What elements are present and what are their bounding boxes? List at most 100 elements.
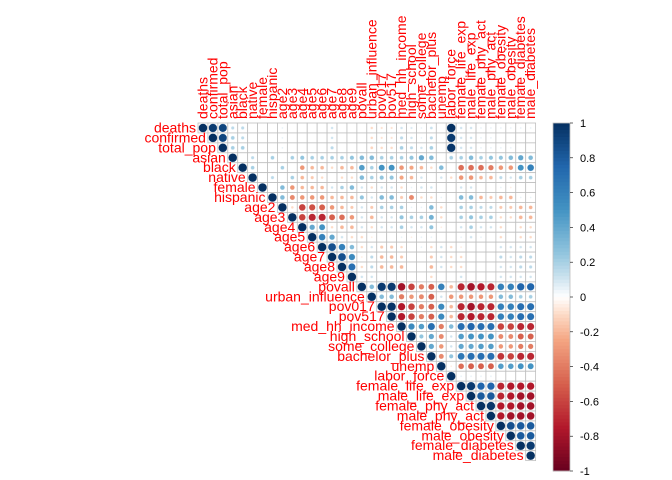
colorbar-swatch [553, 460, 570, 465]
row-label: age5 [274, 229, 305, 245]
colorbar-tick-label: -0.2 [580, 327, 599, 339]
correlation-circle [459, 265, 463, 269]
colorbar-swatch [553, 175, 570, 180]
column-label: hispanic [264, 68, 280, 119]
colorbar-swatch [553, 234, 570, 239]
correlation-circle [477, 343, 485, 350]
correlation-circle [330, 225, 334, 229]
row-label: age7 [294, 249, 325, 265]
correlation-circle [428, 224, 434, 230]
colorbar-swatch [553, 349, 570, 354]
colorbar-swatch [553, 300, 570, 305]
colorbar-swatch [553, 164, 570, 169]
correlation-circle [380, 136, 384, 140]
correlation-circle [281, 146, 284, 149]
correlation-circle [349, 225, 355, 230]
grid-cell [296, 122, 308, 134]
colorbar-swatch [553, 227, 570, 232]
correlation-circle [379, 205, 384, 210]
correlation-circle [488, 175, 494, 180]
grid-cell [286, 162, 298, 174]
correlation-circle [349, 214, 355, 220]
colorbar-swatch [553, 126, 570, 131]
colorbar-swatch [553, 331, 570, 336]
column-label: confirmed [204, 58, 220, 119]
correlation-circle [308, 204, 316, 211]
grid-cell [515, 142, 527, 154]
correlation-circle [307, 232, 317, 242]
correlation-circle [418, 323, 425, 330]
correlation-circle [370, 195, 374, 200]
grid-cell [525, 142, 537, 154]
correlation-circle [517, 164, 524, 171]
grid-cell [445, 211, 457, 223]
grid-cell [356, 142, 368, 154]
colorbar-swatch [553, 303, 570, 308]
correlation-circle [359, 155, 365, 161]
correlation-circle [300, 185, 305, 190]
colorbar-swatch [553, 283, 570, 287]
correlation-circle [489, 126, 493, 130]
correlation-circle [437, 313, 445, 321]
correlation-circle [458, 343, 465, 350]
correlation-circle [498, 195, 503, 200]
correlation-circle [459, 146, 463, 150]
correlation-circle [488, 215, 494, 220]
grid-cell [435, 122, 447, 134]
correlation-circle [267, 192, 278, 203]
column-label: age6 [314, 88, 330, 119]
variable-labels: deathsconfirmedtotal_popasianblacknative… [144, 15, 538, 463]
correlation-circle [419, 176, 423, 180]
column-label: unemp [433, 76, 449, 119]
column-label: some_college [413, 32, 429, 119]
correlation-circle [449, 344, 453, 348]
correlation-circle [330, 136, 334, 140]
grid-cell [515, 370, 527, 382]
correlation-circle [469, 375, 473, 378]
colorbar-swatch [553, 203, 570, 207]
heatmap-grid [197, 122, 537, 462]
grid-cell [346, 142, 358, 154]
correlation-circle [467, 352, 475, 361]
grid-cell [485, 241, 497, 253]
colorbar-swatch [553, 230, 570, 235]
correlation-circle [420, 126, 423, 130]
correlation-circle [240, 145, 245, 150]
correlation-circle [397, 302, 406, 311]
correlation-circle [519, 225, 523, 229]
correlation-circle [459, 255, 463, 259]
correlation-circle [459, 136, 463, 140]
correlation-circle [529, 225, 533, 229]
correlation-circle [409, 145, 414, 150]
correlation-circle [310, 165, 315, 170]
correlation-circle [348, 253, 356, 261]
grid-cell [267, 162, 278, 174]
correlation-circle [308, 213, 317, 222]
row-label: native [208, 169, 246, 185]
correlation-circle [526, 441, 536, 451]
row-label: med_hh_income [291, 318, 395, 334]
correlation-circle [438, 353, 445, 360]
grid-cell [495, 132, 507, 144]
grid-cell [505, 221, 517, 233]
correlation-circle [509, 255, 513, 259]
colorbar-swatch [553, 380, 570, 385]
correlation-circle [477, 164, 485, 171]
correlation-circle [416, 341, 426, 351]
correlation-circle [399, 155, 404, 160]
correlation-circle [310, 185, 315, 190]
correlation-circle [360, 215, 364, 219]
correlation-circle [400, 245, 404, 249]
correlation-circle [338, 243, 346, 251]
correlation-circle [428, 333, 435, 340]
correlation-circle [479, 205, 483, 210]
correlation-circle [487, 164, 494, 171]
grid-cell [525, 370, 537, 382]
correlation-circle [310, 155, 315, 160]
correlation-circle [507, 283, 515, 291]
correlation-circle [439, 245, 443, 249]
correlation-circle [448, 353, 454, 359]
grid-cell [376, 271, 388, 283]
colorbar-swatch [553, 335, 570, 340]
column-label: male_diabetes [522, 28, 538, 119]
